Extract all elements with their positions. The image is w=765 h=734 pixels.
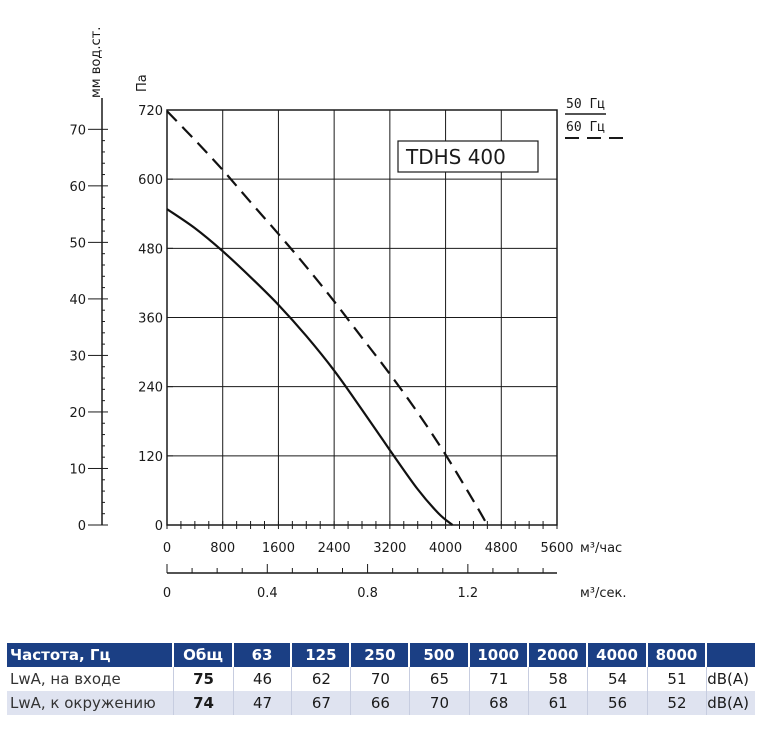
x-sec-tick-label: 0 — [163, 586, 171, 601]
mm-tick-label: 60 — [69, 180, 86, 195]
x-hour-tick-label: 1600 — [262, 541, 295, 556]
row-unit: dB(A) — [707, 667, 755, 691]
header-unit — [707, 643, 755, 667]
x-axis-hour: 0 800 1600 2400 3200 4000 4800 5600 — [163, 541, 574, 556]
header-band: 8000 — [647, 643, 708, 667]
model-title: TDHS 400 — [405, 145, 506, 169]
pa-axis: 0 120 240 360 480 600 720 — [138, 104, 173, 534]
pa-tick-label: 600 — [138, 173, 163, 188]
x-sec-label: м³/сек. — [580, 586, 627, 601]
row-value: 68 — [469, 691, 529, 715]
model-box — [397, 140, 539, 173]
row-value: 66 — [351, 691, 411, 715]
mm-tick-label: 30 — [69, 349, 86, 364]
x-minor-ticks — [166, 521, 558, 529]
row-value: 54 — [588, 667, 648, 691]
pa-axis-label: Па — [135, 74, 150, 92]
curve-50hz — [166, 208, 454, 526]
header-band: 1000 — [469, 643, 529, 667]
pa-tick-label: 360 — [138, 312, 163, 327]
row-value: 52 — [647, 691, 708, 715]
x-hour-tick-label: 3200 — [373, 541, 406, 556]
noise-table: Частота, Гц Общ 63 125 250 500 1000 2000… — [7, 643, 755, 715]
header-band: 2000 — [528, 643, 589, 667]
x-hour-tick-label: 800 — [210, 541, 235, 556]
x-axis-sec: 0 0.4 0.8 1.2 — [163, 564, 557, 601]
row-total: 75 — [174, 667, 234, 691]
mm-tick-label: 70 — [69, 123, 86, 138]
pa-tick-label: 120 — [138, 450, 163, 465]
mm-tick-label: 0 — [78, 519, 86, 534]
row-value: 70 — [410, 691, 470, 715]
row-total: 74 — [174, 691, 234, 715]
table-row: LwA, к окружению 74 47 67 66 70 68 61 56… — [7, 691, 755, 715]
x-hour-tick-label: 0 — [163, 541, 171, 556]
curves — [166, 110, 489, 526]
header-band: 63 — [233, 643, 293, 667]
header-total: Общ — [174, 643, 234, 667]
header-label: Частота, Гц — [7, 643, 175, 667]
x-sec-tick-label: 1.2 — [458, 586, 479, 601]
row-value: 67 — [292, 691, 352, 715]
mm-tick-label: 40 — [69, 293, 86, 308]
x-sec-tick-label: 0.8 — [357, 586, 378, 601]
legend-60hz-label: 60 Гц — [566, 120, 605, 135]
row-value: 71 — [469, 667, 529, 691]
row-value: 46 — [233, 667, 293, 691]
row-label: LwA, к окружению — [7, 691, 175, 715]
mm-tick-label: 10 — [69, 462, 86, 477]
row-unit: dB(A) — [707, 691, 755, 715]
x-hour-tick-label: 4800 — [485, 541, 518, 556]
x-hour-tick-label: 2400 — [318, 541, 351, 556]
row-value: 58 — [528, 667, 589, 691]
row-value: 62 — [292, 667, 352, 691]
x-sec-tick-label: 0.4 — [257, 586, 278, 601]
mm-axis-label: мм вод.ст. — [89, 27, 104, 98]
pa-tick-label: 480 — [138, 242, 163, 257]
mm-tick-label: 50 — [69, 236, 86, 251]
header-band: 125 — [292, 643, 352, 667]
row-value: 70 — [351, 667, 411, 691]
table-row: LwA, на входе 75 46 62 70 65 71 58 54 51… — [7, 667, 755, 691]
legend-50hz-label: 50 Гц — [566, 97, 605, 112]
noise-table-header: Частота, Гц Общ 63 125 250 500 1000 2000… — [7, 643, 755, 667]
row-value: 65 — [410, 667, 470, 691]
pa-tick-label: 720 — [138, 104, 163, 119]
mm-tick-label: 20 — [69, 406, 86, 421]
header-band: 250 — [351, 643, 411, 667]
row-value: 47 — [233, 691, 293, 715]
x-hour-tick-label: 4000 — [429, 541, 462, 556]
row-label: LwA, на входе — [7, 667, 175, 691]
x-hour-tick-label: 5600 — [540, 541, 573, 556]
header-band: 4000 — [588, 643, 648, 667]
row-value: 61 — [528, 691, 589, 715]
fan-performance-chart: 0 120 240 360 480 600 720 0 10 20 30 40 50 60 70 0 800… — [69, 27, 630, 601]
legend: 50 Гц 60 Гц — [565, 97, 630, 139]
pa-tick-label: 240 — [138, 381, 163, 396]
pa-tick-label: 0 — [155, 519, 163, 534]
row-value: 56 — [588, 691, 648, 715]
header-band: 500 — [410, 643, 470, 667]
row-value: 51 — [647, 667, 708, 691]
mm-axis: 0 10 20 30 40 50 60 70 — [69, 98, 108, 534]
x-hour-label: м³/час — [580, 541, 622, 556]
curve-60hz — [166, 110, 489, 526]
